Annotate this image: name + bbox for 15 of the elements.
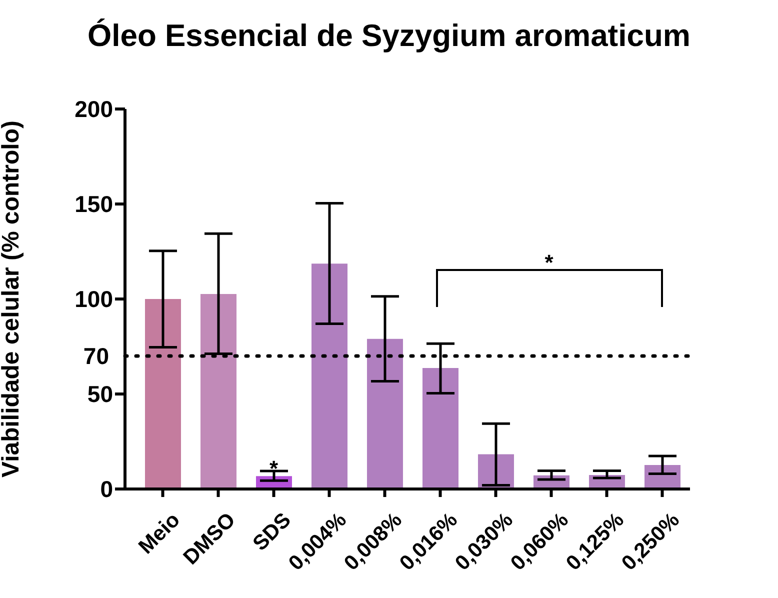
y-tick-label: 150 <box>74 191 113 218</box>
bar <box>311 264 348 489</box>
ref-line-label: 70 <box>83 343 109 370</box>
bar <box>366 338 403 489</box>
chart-title: Óleo Essencial de Syzygium aromaticum <box>86 18 692 54</box>
y-tick-label: 100 <box>74 286 113 312</box>
annotation: * <box>269 456 278 482</box>
bar <box>422 368 458 489</box>
y-tick-label: 50 <box>87 381 113 408</box>
y-tick-label: 200 <box>74 96 113 122</box>
bar <box>144 299 181 489</box>
bar <box>200 294 236 489</box>
y-axis-title: Viabilidade celular (% controlo) <box>0 120 25 478</box>
y-tick-label: 0 <box>100 476 113 502</box>
annotation: * <box>544 250 554 275</box>
